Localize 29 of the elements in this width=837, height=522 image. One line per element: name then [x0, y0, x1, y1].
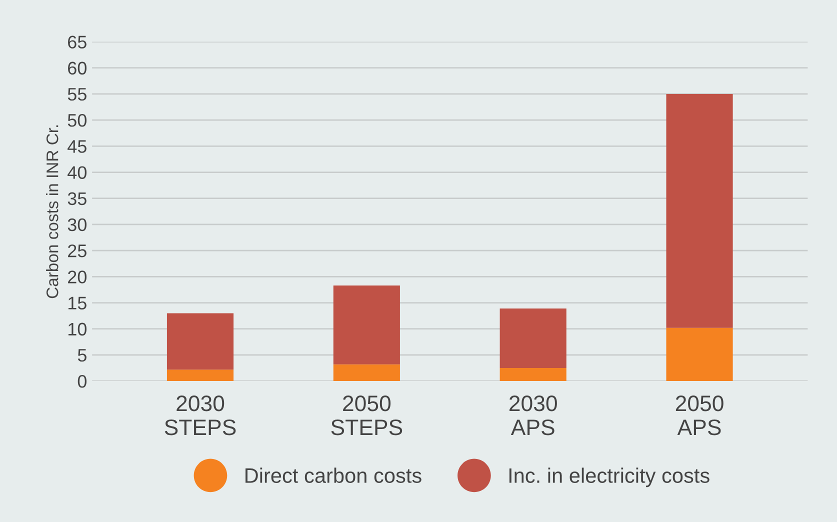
y-tick-label: 60: [68, 62, 87, 75]
y-tick-label: 30: [68, 218, 87, 232]
y-tick-label: 15: [68, 296, 86, 310]
y-tick-label: 45: [68, 140, 86, 153]
y-tick-label: 35: [68, 192, 86, 206]
legend-label: Inc. in electricity costs: [509, 468, 710, 488]
bar: [500, 308, 566, 368]
y-tick-label: 40: [68, 166, 87, 179]
y-tick-label: 25: [68, 244, 86, 258]
bar: [166, 370, 234, 382]
x-tick-label: 2030 APS: [510, 396, 557, 436]
bar: [666, 328, 733, 382]
x-tick-label: 2050 STEPS: [331, 396, 402, 436]
bar: [166, 313, 234, 370]
bar: [666, 94, 733, 328]
y-tick-label: 55: [68, 88, 86, 101]
y-tick-label: 5: [78, 349, 86, 362]
x-tick-label: 2050 APS: [676, 396, 724, 436]
y-axis-title: Carbon costs in INR Cr.: [46, 125, 58, 298]
bar: [500, 368, 566, 382]
y-tick-label: 10: [68, 322, 87, 336]
y-tick-label: 20: [68, 270, 87, 284]
y-tick-label: 0: [78, 374, 87, 388]
legend-label: Direct carbon costs: [246, 468, 422, 483]
bar: [333, 364, 400, 382]
x-tick-label: 2030 STEPS: [164, 396, 236, 436]
y-tick-label: 50: [68, 114, 87, 127]
y-tick-label: 65: [68, 36, 86, 48]
bar: [333, 286, 400, 364]
